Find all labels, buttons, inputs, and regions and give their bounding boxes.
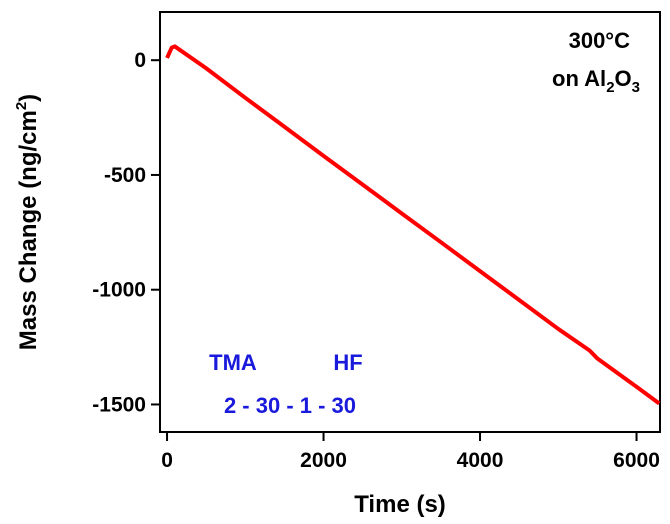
substrate-label: on Al2O3 [552, 66, 640, 96]
precursor-a-label: TMA [209, 350, 257, 375]
y-tick-label: 0 [134, 49, 146, 72]
x-tick-label: 6000 [613, 449, 660, 472]
substrate-part: O [615, 66, 632, 91]
y-tick-label: -1500 [92, 393, 146, 416]
x-tick-label: 0 [161, 449, 173, 472]
y-axis-title-sup: 2 [13, 102, 30, 110]
y-tick-label: -500 [104, 164, 146, 187]
substrate-sub: 2 [606, 79, 614, 96]
y-axis-title: Mass Change (ng/cm2) [13, 94, 42, 350]
sequence-label: 2 - 30 - 1 - 30 [224, 393, 356, 418]
y-axis-title-end: ) [15, 94, 42, 102]
temperature-label: 300°C [569, 28, 631, 53]
y-axis-title-main: Mass Change (ng/cm [15, 110, 42, 350]
substrate-part: on Al [552, 66, 606, 91]
x-axis-title: Time (s) [354, 491, 446, 518]
precursor-b-label: HF [333, 350, 362, 375]
substrate-sub: 3 [632, 79, 640, 96]
data-line [165, 44, 661, 406]
y-tick-label: -1000 [92, 279, 146, 302]
plot-frame [159, 11, 661, 433]
x-tick-label: 2000 [300, 449, 347, 472]
x-tick-label: 4000 [457, 449, 504, 472]
